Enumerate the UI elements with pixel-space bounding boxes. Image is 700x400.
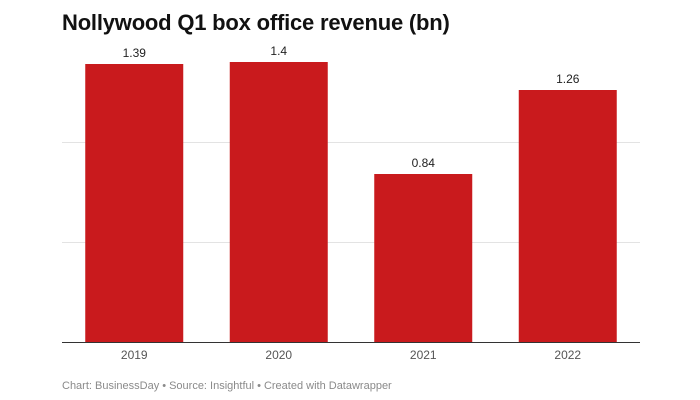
bar-2021 (374, 174, 473, 342)
value-label: 1.26 (556, 72, 580, 86)
footer-separator: • (162, 380, 167, 392)
bar-2020 (229, 62, 328, 342)
chart-title: Nollywood Q1 box office revenue (bn) (62, 10, 450, 35)
x-axis-ticks: 2019 2020 2021 2022 (121, 348, 582, 362)
value-labels: 1.39 1.4 0.84 1.26 (123, 44, 580, 170)
chart-source: Source: Insightful (169, 380, 255, 392)
x-tick-label: 2020 (265, 348, 292, 362)
footer-separator: • (257, 380, 261, 392)
x-tick-label: 2019 (121, 348, 148, 362)
bar-2022 (518, 90, 617, 342)
value-label: 1.4 (270, 44, 287, 58)
chart-footer: Chart: BusinessDay • Source: Insightful • Cr… (62, 380, 392, 392)
value-label: 0.84 (412, 156, 436, 170)
x-tick-label: 2022 (554, 348, 581, 362)
bar-2019 (85, 64, 184, 342)
chart-credit: Chart: BusinessDay (62, 380, 160, 392)
created-with: Created with Datawrapper (263, 380, 392, 392)
value-label: 1.39 (123, 46, 147, 60)
x-tick-label: 2021 (410, 348, 437, 362)
bars (85, 62, 617, 342)
